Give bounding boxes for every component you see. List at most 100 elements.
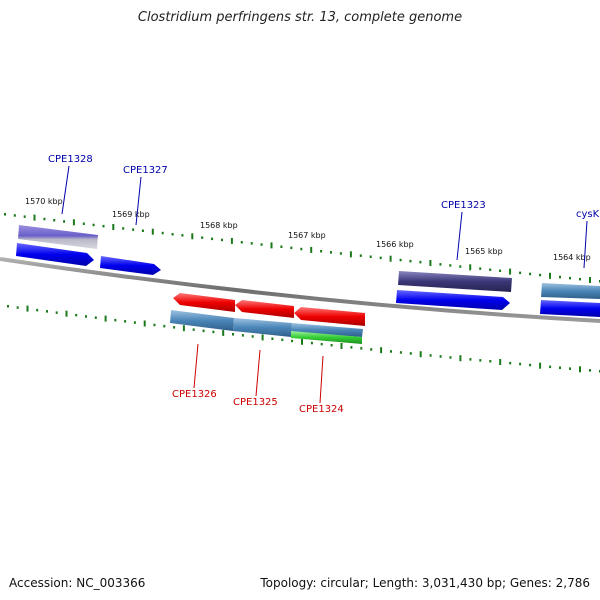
minor-tick [23, 215, 26, 218]
minor-tick [439, 263, 442, 266]
minor-tick [192, 328, 195, 331]
minor-tick [280, 245, 283, 248]
minor-tick [569, 367, 571, 370]
major-tick [499, 359, 502, 365]
minor-tick [330, 344, 333, 347]
minor-tick [141, 229, 144, 232]
minor-tick [82, 222, 85, 225]
minor-tick [92, 223, 95, 227]
major-tick [549, 272, 551, 279]
major-tick [104, 315, 107, 322]
minor-tick [53, 219, 56, 222]
accession-text: Accession: NC_003366 [9, 576, 146, 590]
gene-label-cpe1323[interactable]: CPE1323 [441, 200, 486, 211]
major-tick [222, 329, 225, 336]
major-tick [26, 305, 29, 312]
minor-tick [133, 321, 136, 324]
minor-tick [171, 233, 174, 236]
major-tick [310, 246, 313, 253]
major-tick [191, 233, 194, 240]
minor-tick [310, 341, 313, 345]
minor-tick [7, 305, 9, 308]
genome-axis [0, 257, 600, 323]
minor-tick [153, 323, 156, 327]
cds-band-cpe1323[interactable] [398, 271, 512, 292]
major-tick [539, 362, 542, 369]
gene-arrow-cpe1327[interactable] [100, 256, 161, 275]
minor-tick [300, 247, 303, 251]
minor-tick [399, 351, 402, 354]
minor-tick [320, 250, 323, 253]
gene-arrow-cysk[interactable] [540, 300, 600, 317]
gene-arrow-cpe1325[interactable] [235, 300, 294, 318]
minor-tick [13, 214, 16, 217]
minor-tick [499, 269, 502, 272]
minor-tick [350, 346, 353, 349]
kbp-label: 1564 kbp [553, 253, 591, 262]
minor-tick [409, 259, 412, 263]
minor-tick [529, 363, 532, 367]
cds-band-cyzk[interactable] [541, 283, 600, 299]
minor-tick [291, 339, 294, 343]
gene-label-cysk[interactable]: cysK [576, 209, 600, 220]
major-tick [301, 338, 303, 345]
kbp-label: 1570 kbp [25, 197, 63, 206]
minor-tick [251, 335, 254, 338]
cds-band-cpe1324-green[interactable] [291, 331, 362, 344]
major-tick [151, 228, 154, 235]
minor-tick [569, 276, 571, 280]
inner-tick-marks [7, 305, 600, 373]
kbp-label: 1565 kbp [465, 247, 503, 256]
gene-labels: CPE1328 CPE1327 CPE1323 cysK CPE1326 CPE… [48, 154, 600, 415]
minor-tick [449, 264, 452, 267]
minor-tick [330, 251, 332, 254]
minor-tick [271, 337, 274, 340]
major-tick [261, 334, 264, 341]
minor-tick [281, 338, 284, 342]
major-tick [380, 347, 383, 354]
minor-tick [359, 254, 362, 257]
minor-tick [479, 359, 482, 362]
leader-lines [61, 165, 588, 404]
minor-tick [320, 342, 323, 346]
kbp-label: 1568 kbp [200, 221, 238, 230]
gene-arrow-cpe1323[interactable] [396, 290, 510, 310]
minor-tick [75, 313, 78, 317]
minor-tick [519, 271, 522, 275]
minor-tick [489, 268, 492, 271]
genome-title: Clostridium perfringens str. 13, complet… [137, 10, 463, 25]
minor-tick [63, 220, 66, 223]
cds-band-cpe1324[interactable] [291, 323, 363, 337]
minor-tick [579, 277, 581, 281]
cds-band-cpe1326[interactable] [170, 310, 234, 331]
minor-tick [559, 366, 561, 369]
minor-tick [399, 258, 402, 262]
minor-tick [46, 310, 48, 313]
minor-tick [439, 355, 442, 358]
gene-label-cpe1327[interactable]: CPE1327 [123, 165, 168, 176]
cds-band-cpe1328[interactable] [18, 225, 98, 249]
cds-band-cpe1325[interactable] [233, 318, 292, 337]
major-tick [429, 260, 432, 266]
minor-tick [114, 318, 117, 322]
gene-arrow-cpe1326[interactable] [173, 293, 235, 312]
major-tick [33, 214, 36, 221]
minor-tick [202, 329, 205, 333]
gene-label-cpe1324[interactable]: CPE1324 [299, 404, 344, 415]
minor-tick [163, 324, 166, 328]
major-tick [419, 351, 422, 358]
gene-arrow-cpe1324[interactable] [294, 307, 365, 326]
major-tick [143, 320, 146, 327]
gene-arrow-cpe1328[interactable] [16, 243, 94, 266]
minor-tick [201, 236, 204, 239]
minor-tick [429, 354, 432, 357]
minor-tick [390, 350, 392, 353]
gene-label-cpe1325[interactable]: CPE1325 [233, 397, 278, 408]
minor-tick [211, 237, 214, 241]
major-tick [72, 219, 75, 226]
minor-tick [55, 311, 58, 314]
gene-label-cpe1326[interactable]: CPE1326 [172, 389, 217, 400]
gene-label-cpe1328[interactable]: CPE1328 [48, 154, 93, 165]
minor-tick [240, 241, 243, 244]
